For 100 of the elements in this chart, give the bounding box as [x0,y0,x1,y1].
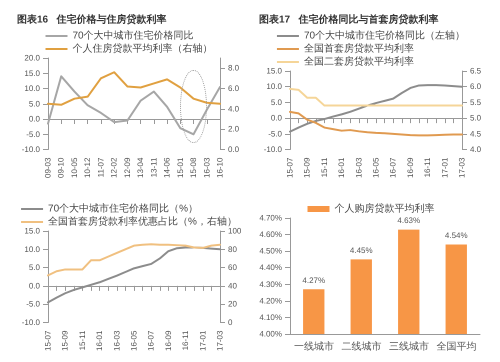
y-tick-label: -5.0 [268,129,283,138]
x-tick-label: 一线城市 [294,340,334,352]
y2-tick-label: 20 [228,300,238,309]
y-tick-label: 4.20% [259,296,282,306]
x-tick-label: 16-07 [388,156,398,178]
y-tick-label: 4.30% [259,280,282,289]
x-tick-label: 三线城市 [388,340,429,352]
x-tick-label: 16-10 [216,156,224,178]
legend-label: 个人购房贷款平均利率 [334,202,434,214]
y-tick-label: 0.0 [270,114,283,123]
y2-tick-label: 60 [228,263,238,272]
chart-title: 图表16 住宅价格与住房贷款利率 [17,14,166,26]
x-tick-label: 二线城市 [341,340,382,352]
x-tick-label: 15-11 [320,156,329,178]
y-tick-label: 4.10% [259,312,282,322]
data-label: 4.63% [397,216,420,226]
chart-title: 图表17 住宅价格同比与首套房贷款利率 [259,14,438,26]
x-tick-label: 16-01 [95,330,104,352]
y-tick-label: 4.70% [259,214,282,222]
x-tick-label: 11-07 [96,156,106,178]
x-tick-label: 16-11 [423,156,432,178]
x-tick-label: 16-01 [337,156,346,178]
y-tick-label: 10.0 [266,82,283,92]
y-tick-label: -5.0 [26,300,41,309]
y2-tick-label: 5.5 [470,98,482,107]
x-tick-label: 17-01 [440,156,450,178]
x-tick-label: 16-05 [130,330,138,352]
y-tick-label: 4.00% [259,330,282,338]
x-tick-label: 12-09 [122,156,132,178]
y-tick-label: 4.40% [259,263,282,272]
legend-label: 个人住房贷款平均利率（右轴） [72,42,212,54]
x-tick-label: 15-01 [176,156,185,178]
y-tick-label: 4.60% [259,230,282,240]
y2-tick-label: 80 [228,244,238,254]
x-tick-label: 17-03 [458,156,466,178]
y2-tick-label: 40 [228,281,238,290]
data-label: 4.54% [444,231,468,240]
y2-tick-label: 4.0 [470,145,482,154]
y2-tick-label: 4.0 [228,104,240,114]
y2-tick-label: 2.0 [228,124,240,134]
y-tick-label: 5.0 [270,98,283,107]
x-tick-label: 16-11 [181,330,190,350]
y-tick-label: 10.0 [24,244,41,254]
y-tick-label: -10.0 [22,145,41,154]
x-tick-label: 09-10 [56,156,66,178]
x-tick-label: 13-04 [136,156,146,178]
y-tick-label: -5.0 [26,130,41,139]
x-tick-label: 15-07 [44,330,52,352]
y2-tick-label: 8.0 [228,64,240,73]
x-tick-label: 13-11 [149,156,158,178]
legend-label: 70个大中城市住宅价格同比（左轴） [304,30,466,42]
y-tick-label: 15.0 [266,66,283,76]
x-tick-label: 16-09 [406,156,415,178]
y-tick-label: 10.0 [24,84,41,94]
x-tick-label: 16-09 [164,330,173,352]
y-tick-label: -10.0 [264,145,283,154]
y-tick-label: 15.0 [24,68,41,78]
x-tick-label: 17-03 [216,330,224,352]
x-tick-label: 15-07 [286,156,294,178]
data-label: 4.27% [302,276,326,285]
y2-tick-label: 6.0 [228,84,240,94]
x-tick-label: 15-09 [60,330,70,352]
x-tick-label: 16-05 [372,156,380,178]
line-series [47,243,221,276]
y-tick-label: 0.0 [28,281,41,290]
x-tick-label: 10-12 [83,156,92,178]
y2-tick-label: 100 [228,226,242,236]
x-tick-label: 14-06 [162,156,172,178]
x-tick-label: 12-02 [110,156,119,178]
x-tick-label: 17-01 [198,330,208,352]
y2-tick-label: 4.5 [470,129,482,138]
legend-label: 70个大中城市住宅价格同比 [72,30,194,42]
y-tick-label: 5.0 [28,99,41,108]
y-tick-label: 15.0 [24,226,41,236]
y-tick-label: 4.50% [259,246,282,256]
legend-label: 全国二套房贷款平均利率 [304,56,414,68]
x-tick-label: 15-11 [78,330,87,350]
line-series [47,71,221,106]
x-tick-label: 15-09 [302,156,312,178]
y-tick-label: -10.0 [22,318,41,328]
y2-tick-label: 6.0 [470,82,482,92]
y-tick-label: 20.0 [24,54,41,62]
y2-tick-label: 5.0 [470,114,482,123]
x-tick-label: 16-03 [354,156,364,178]
x-tick-label: 15-08 [189,156,198,178]
legend-label: 全国首套房贷款利率优惠占比（%，右轴） [48,216,237,228]
x-tick-label: 09-03 [44,156,52,178]
x-tick-label: 10-05 [70,156,79,178]
y2-tick-label: 0 [228,318,233,328]
legend-label: 全国首套房贷款平均利率 [304,42,414,54]
line-series [289,88,463,107]
y-tick-label: 0.0 [28,114,41,124]
legend-label: 70个大中城市住宅价格同比（%） [48,202,198,214]
x-tick-label: 16-03 [112,330,122,352]
x-tick-label: 全国平均 [436,340,476,352]
y2-tick-label: 6.5 [470,66,482,76]
x-tick-label: 16-03 [202,156,212,178]
y-tick-label: 5.0 [28,263,41,272]
x-tick-label: 16-07 [146,330,156,352]
data-label: 4.45% [350,246,373,255]
